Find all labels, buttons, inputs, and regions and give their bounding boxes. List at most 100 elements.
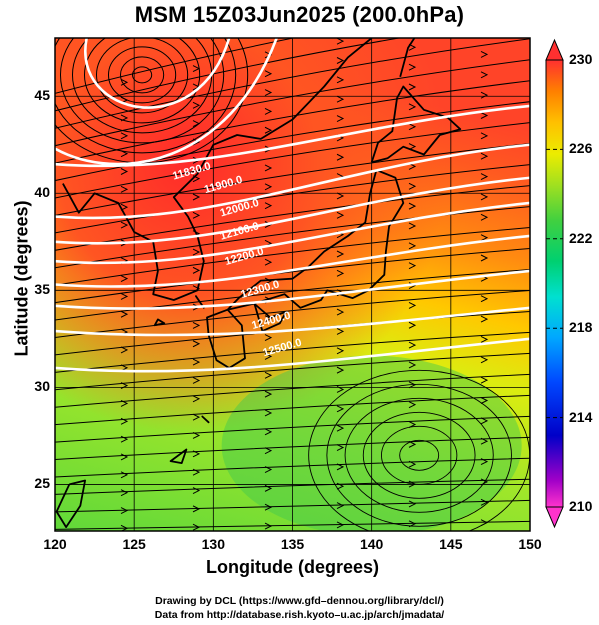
flow-arrow xyxy=(480,498,489,506)
flow-arrow xyxy=(192,358,201,366)
flow-arrow xyxy=(480,132,489,140)
streamline xyxy=(55,394,530,426)
flow-arrow xyxy=(264,466,273,473)
height-contour xyxy=(55,306,530,337)
streamline xyxy=(55,227,530,286)
flow-arrow xyxy=(192,377,201,384)
streamline xyxy=(55,143,530,216)
flow-arrow xyxy=(480,91,489,99)
streamline xyxy=(55,59,530,147)
flow-arrow xyxy=(480,193,489,201)
coastline-segment xyxy=(55,479,86,528)
flow-arrow xyxy=(409,24,415,30)
flow-arrow xyxy=(480,152,489,160)
flow-arrow xyxy=(120,275,129,283)
flow-arrow xyxy=(408,63,417,71)
flow-arrow xyxy=(408,123,417,131)
flow-arrow xyxy=(408,103,417,111)
height-contour xyxy=(55,104,530,168)
flow-arrow xyxy=(120,168,129,175)
flow-arrow xyxy=(264,183,273,191)
x-axis-title: Longitude (degrees) xyxy=(205,557,379,577)
flow-arrow xyxy=(264,202,273,210)
streamline xyxy=(55,457,530,478)
streamline xyxy=(55,331,530,373)
flow-arrow xyxy=(480,417,489,425)
flow-arrow xyxy=(192,523,201,531)
anticyclone-streamline xyxy=(399,439,440,471)
height-contour xyxy=(55,269,530,310)
flow-arrow xyxy=(336,463,345,471)
flow-arrow xyxy=(120,471,129,479)
flow-arrow xyxy=(336,424,345,432)
flow-arrow xyxy=(120,346,129,354)
coastline-segment xyxy=(226,169,405,311)
streamline xyxy=(55,185,530,251)
flow-arrow xyxy=(264,484,273,492)
data-source-credit: Data from http://database.rish.kyoto–u.a… xyxy=(154,609,445,621)
flow-arrow xyxy=(408,321,417,329)
coastline-segment xyxy=(169,448,188,464)
colorbar-min-arrow xyxy=(545,506,564,529)
x-tick-label: 145 xyxy=(439,536,463,552)
flow-arrow xyxy=(481,31,487,37)
flow-arrow xyxy=(192,487,201,494)
flow-arrow xyxy=(480,437,489,445)
flow-arrow xyxy=(480,397,489,404)
colorbar-max-arrow xyxy=(545,38,564,61)
flow-arrow xyxy=(336,250,345,258)
coastline-segment xyxy=(206,308,246,369)
streamline xyxy=(55,38,530,129)
flow-arrow xyxy=(120,489,129,497)
cyclone-streamline xyxy=(107,46,177,104)
flow-arrow xyxy=(120,292,129,300)
flow-arrow xyxy=(192,101,201,109)
flow-arrow xyxy=(120,507,129,514)
anticyclone-streamline xyxy=(362,411,476,499)
flow-arrow xyxy=(192,432,201,439)
flow-arrow xyxy=(336,347,345,355)
streamline xyxy=(55,415,530,443)
colorbar-tick-label: 226 xyxy=(569,140,593,157)
flow-arrow xyxy=(408,182,417,190)
flow-arrow xyxy=(120,185,129,193)
flow-arrow xyxy=(336,76,345,84)
y-tick-label: 25 xyxy=(34,475,50,492)
x-tick-label: 120 xyxy=(43,536,67,552)
x-tick-label: 130 xyxy=(201,536,225,552)
height-contour xyxy=(55,201,530,265)
flow-arrow xyxy=(336,521,345,529)
flow-arrow xyxy=(480,50,489,58)
flow-arrow xyxy=(408,401,417,409)
flow-arrow xyxy=(264,522,273,530)
flow-arrow xyxy=(408,202,417,210)
streamline xyxy=(55,80,530,164)
flow-arrow xyxy=(192,321,201,329)
height-contour xyxy=(55,143,530,220)
streamline xyxy=(55,436,530,461)
flow-arrow xyxy=(264,390,273,398)
flow-arrow xyxy=(336,153,345,161)
y-axis-title: Latitude (degrees) xyxy=(11,200,32,357)
streamline xyxy=(55,101,530,182)
flow-arrow xyxy=(408,341,417,349)
flow-arrow xyxy=(264,371,273,379)
cyclone-streamline xyxy=(60,38,225,144)
colorbar-tick-label: 218 xyxy=(569,319,593,336)
flow-arrow xyxy=(480,71,489,79)
flow-arrow xyxy=(120,453,129,461)
streamlines xyxy=(55,24,530,531)
flow-arrow xyxy=(120,382,129,390)
y-tick-label: 40 xyxy=(34,184,50,201)
flow-arrow xyxy=(408,143,417,151)
flow-arrow xyxy=(120,417,129,425)
streamline xyxy=(55,373,530,408)
flow-arrow xyxy=(120,400,129,407)
flow-arrow xyxy=(480,356,489,364)
flow-arrow xyxy=(408,43,417,51)
anticyclone-streamline xyxy=(344,397,494,513)
flow-arrow xyxy=(480,112,489,119)
height-contour xyxy=(55,337,530,373)
flow-arrow xyxy=(480,376,489,384)
y-tick-label: 35 xyxy=(34,281,50,298)
